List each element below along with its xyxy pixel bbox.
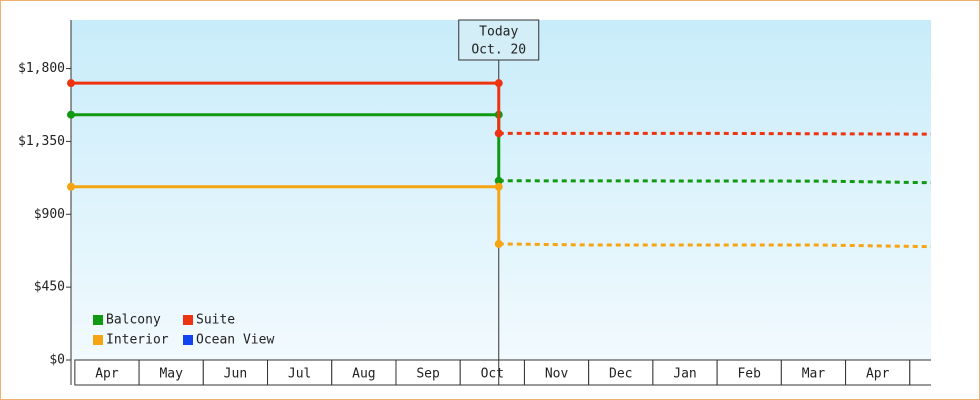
- x-tick-box: [523, 359, 590, 386]
- forecast-line: [498, 131, 932, 136]
- y-tick-label: $0: [49, 353, 65, 368]
- point: [67, 182, 75, 191]
- legend-label: Suite: [196, 313, 235, 328]
- y-tick-label: $1,800: [18, 61, 65, 76]
- legend-swatch: [93, 315, 103, 325]
- x-tick-label: Nov: [545, 367, 569, 382]
- today-label: Today: [479, 25, 518, 40]
- point: [494, 239, 503, 248]
- point: [494, 79, 503, 88]
- x-tick-box: [267, 359, 333, 386]
- x-tick-box: [716, 359, 782, 386]
- x-tick-box: [202, 359, 269, 386]
- x-tick-label: Aug: [352, 367, 375, 382]
- today-box: [458, 19, 540, 61]
- legend-label: Interior: [106, 333, 169, 348]
- forecast-line: [498, 242, 932, 249]
- x-tick-label: Jan: [673, 367, 696, 382]
- x-tick-box: [909, 359, 931, 386]
- legend-swatch: [93, 335, 103, 345]
- legend-label: Balcony: [106, 313, 161, 328]
- x-tick-box: [588, 359, 654, 386]
- y-tick-label: $900: [34, 207, 65, 222]
- point: [494, 182, 503, 191]
- x-tick-box: [780, 359, 847, 386]
- x-tick-box: [845, 359, 911, 386]
- point: [494, 176, 503, 185]
- legend-label: Ocean View: [196, 333, 274, 348]
- x-tick-label: Dec: [609, 367, 632, 382]
- legend-swatch: [183, 315, 193, 325]
- x-tick-box: [331, 359, 397, 386]
- x-tick-label: Oct: [481, 367, 504, 382]
- x-tick-label: Feb: [737, 367, 761, 382]
- x-tick-label: Jun: [224, 367, 247, 382]
- point: [67, 110, 75, 119]
- x-tick-box: [459, 359, 525, 386]
- x-tick-label: Jul: [288, 367, 311, 382]
- y-tick-label: $450: [34, 280, 65, 295]
- x-tick-box: [74, 359, 140, 386]
- x-tick-box: [652, 359, 718, 386]
- x-tick-box: [138, 359, 204, 386]
- x-tick-label: Sep: [416, 367, 440, 382]
- x-tick-label: Apr: [95, 367, 119, 382]
- today-label: Oct. 20: [471, 43, 526, 58]
- x-tick-label: Mar: [802, 367, 826, 382]
- y-tick-label: $1,350: [18, 134, 65, 149]
- point: [67, 79, 75, 88]
- legend-swatch: [183, 335, 193, 345]
- x-tick-label: Apr: [866, 367, 890, 382]
- point: [494, 129, 503, 138]
- x-tick-label: May: [159, 367, 183, 382]
